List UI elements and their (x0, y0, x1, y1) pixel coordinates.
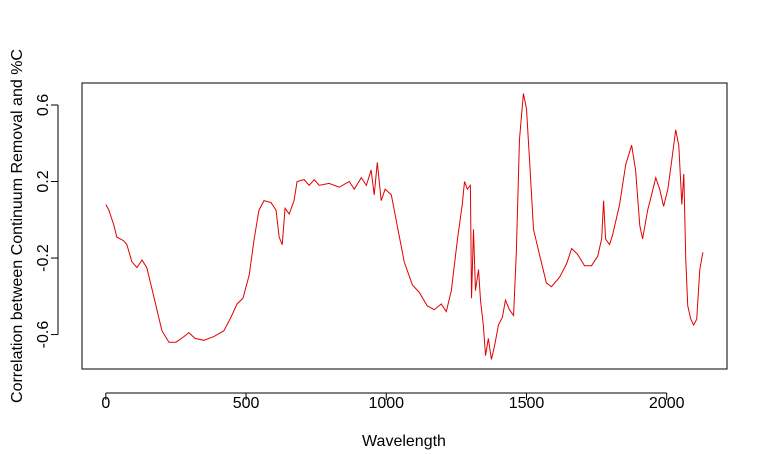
y-tick-label: 0.6 (35, 94, 52, 116)
y-tick-label: -0.2 (35, 244, 52, 272)
plot-box (81, 82, 728, 370)
x-tick-label: 1500 (509, 395, 545, 412)
y-tick-label: -0.6 (35, 321, 52, 349)
x-tick-label: 500 (233, 395, 260, 412)
x-tick-label: 0 (101, 395, 110, 412)
y-tick-label: 0.2 (35, 170, 52, 192)
x-tick-label: 2000 (649, 395, 685, 412)
y-axis-label: Correlation between Continuum Removal an… (9, 49, 26, 403)
data-line (105, 93, 704, 360)
x-tick-label: 1000 (368, 395, 404, 412)
x-axis-label: Wavelength (362, 433, 446, 450)
